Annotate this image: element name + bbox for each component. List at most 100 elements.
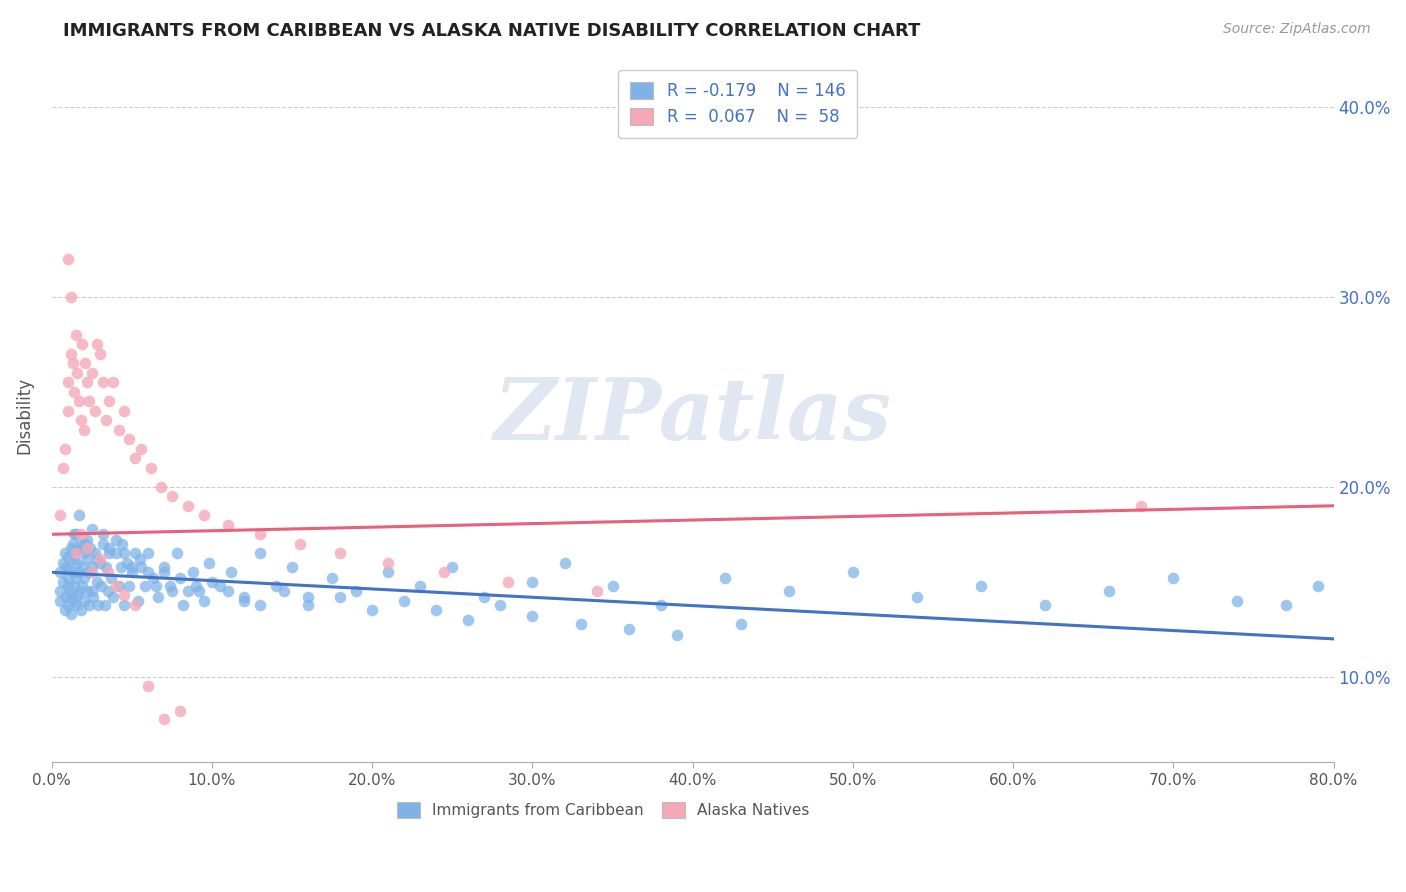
Point (56, 571, 79, 585)
Point (67, 508, 90, 523)
Point (76, 552, 98, 566)
Text: ZIPatlas: ZIPatlas (494, 374, 891, 458)
Point (49, 594, 72, 608)
Point (65, 598, 87, 612)
Point (425, 603, 447, 617)
Point (56, 579, 79, 593)
Point (441, 559, 464, 574)
Point (474, 590, 496, 604)
Point (67, 566, 90, 580)
Point (70, 579, 93, 593)
Point (62, 594, 84, 608)
Point (73, 546, 96, 560)
Point (63, 384, 86, 399)
Point (76, 541, 98, 555)
Point (297, 590, 319, 604)
Point (75, 537, 97, 551)
Point (65, 542, 87, 557)
Point (76, 375, 98, 389)
Point (59, 590, 82, 604)
Point (713, 571, 735, 585)
Point (1098, 584, 1121, 599)
Point (489, 598, 512, 612)
Point (66, 366, 89, 380)
Point (101, 590, 124, 604)
Point (1163, 571, 1185, 585)
Point (91, 537, 114, 551)
Point (553, 556, 575, 570)
Point (55, 559, 77, 574)
Point (585, 584, 607, 599)
Point (112, 403, 135, 417)
Point (208, 579, 231, 593)
Point (115, 556, 138, 570)
Point (172, 598, 194, 612)
Point (90, 579, 112, 593)
Point (118, 579, 141, 593)
Point (617, 623, 640, 637)
Point (329, 590, 352, 604)
Point (1033, 598, 1056, 612)
Point (394, 594, 416, 608)
Point (201, 574, 224, 589)
Point (136, 546, 159, 560)
Point (96, 559, 118, 574)
Point (66, 588, 89, 602)
Point (67, 584, 90, 599)
Legend: Immigrants from Caribbean, Alaska Natives: Immigrants from Caribbean, Alaska Native… (391, 796, 815, 824)
Point (49, 566, 72, 580)
Point (288, 537, 311, 551)
Point (91, 527, 114, 541)
Point (56, 550, 79, 565)
Point (67, 394, 90, 409)
Point (128, 552, 150, 566)
Point (93, 598, 115, 612)
Point (131, 442, 153, 456)
Point (49, 508, 72, 523)
Point (121, 566, 143, 580)
Point (69, 413, 91, 427)
Point (118, 432, 141, 446)
Point (159, 579, 181, 593)
Point (80, 566, 103, 580)
Point (169, 704, 191, 718)
Point (281, 559, 304, 574)
Point (65, 546, 87, 560)
Point (149, 480, 172, 494)
Point (80, 522, 103, 536)
Point (53, 442, 76, 456)
Point (730, 616, 752, 631)
Point (104, 579, 127, 593)
Point (177, 584, 200, 599)
Text: IMMIGRANTS FROM CARIBBEAN VS ALASKA NATIVE DISABILITY CORRELATION CHART: IMMIGRANTS FROM CARIBBEAN VS ALASKA NATI… (63, 22, 921, 40)
Point (127, 594, 149, 608)
Point (80, 584, 103, 599)
Point (160, 584, 183, 599)
Point (778, 584, 800, 599)
Point (121, 559, 143, 574)
Point (112, 546, 135, 560)
Point (124, 598, 146, 612)
Point (108, 579, 131, 593)
Point (69, 537, 91, 551)
Point (79, 541, 101, 555)
Point (153, 566, 176, 580)
Point (184, 579, 207, 593)
Point (131, 559, 153, 574)
Point (153, 712, 176, 726)
Point (100, 571, 122, 585)
Point (70, 337, 93, 351)
Point (62, 537, 84, 551)
Point (233, 590, 256, 604)
Point (76, 533, 98, 547)
Point (96, 413, 118, 427)
Point (59, 607, 82, 622)
Point (53, 603, 76, 617)
Point (52, 556, 75, 570)
Point (87, 598, 110, 612)
Point (73, 571, 96, 585)
Point (108, 423, 131, 437)
Point (665, 628, 688, 642)
Point (153, 559, 176, 574)
Point (52, 574, 75, 589)
